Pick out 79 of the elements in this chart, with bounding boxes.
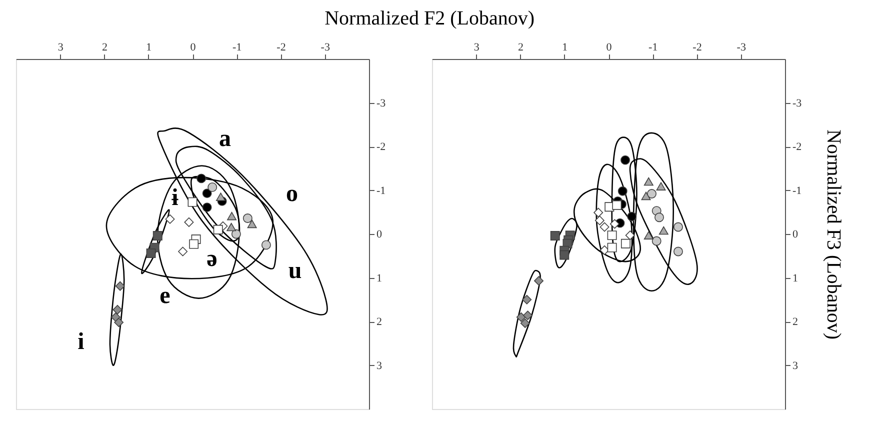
x-tick-label: -1 <box>232 42 242 54</box>
point <box>673 246 683 256</box>
point <box>656 182 666 190</box>
y-tick-label: 3 <box>376 360 382 372</box>
point <box>146 248 156 258</box>
x-tick-label: 3 <box>58 42 64 54</box>
point <box>112 304 122 314</box>
point <box>560 250 570 260</box>
point <box>627 212 637 222</box>
point <box>673 222 683 232</box>
y-tick-label: 3 <box>792 360 798 372</box>
annotation: o <box>286 181 298 207</box>
point <box>242 214 252 223</box>
point <box>607 242 617 252</box>
y-tick-label: 2 <box>792 316 798 328</box>
point <box>647 189 656 198</box>
point <box>202 202 212 212</box>
x-tick-label: -1 <box>648 42 658 54</box>
point <box>115 281 125 291</box>
y-tick-label: 0 <box>376 228 382 240</box>
annotation: i <box>78 329 85 355</box>
x-tick-label: -3 <box>320 42 330 54</box>
annotation: u <box>288 258 302 284</box>
x-tick-label: -3 <box>736 42 746 54</box>
y-tick-label: 1 <box>792 272 798 284</box>
point <box>607 230 617 240</box>
point <box>216 192 226 201</box>
y-axis-title: Normalized F3 (Lobanov) <box>822 130 845 340</box>
x-tick-label: 2 <box>102 42 108 54</box>
x-tick-label: 3 <box>474 42 480 54</box>
point <box>612 200 622 210</box>
x-tick-label: 0 <box>606 42 612 54</box>
x-tick-label: 0 <box>190 42 196 54</box>
point <box>523 310 532 320</box>
point <box>641 192 651 200</box>
x-tick-label: -2 <box>276 42 286 54</box>
point <box>231 229 241 239</box>
point <box>520 318 530 328</box>
point <box>534 276 544 286</box>
y-tick-label: 1 <box>376 272 382 284</box>
point <box>202 188 212 198</box>
annotation: ə <box>206 246 218 272</box>
annotation: e <box>160 283 171 309</box>
point <box>188 197 198 207</box>
point <box>522 294 532 304</box>
x-tick-label: 1 <box>562 42 568 54</box>
annotation: a <box>219 126 231 152</box>
point <box>196 174 206 184</box>
y-tick-label: 2 <box>376 316 382 328</box>
annotation: ɨ <box>172 185 179 211</box>
point <box>550 231 560 240</box>
point <box>652 236 662 246</box>
point <box>618 186 628 196</box>
x-tick-label: -2 <box>692 42 702 54</box>
point <box>226 222 236 232</box>
point <box>644 177 654 186</box>
x-tick-label: 1 <box>146 42 152 54</box>
point <box>189 239 199 249</box>
point <box>654 212 664 222</box>
y-tick-label: -1 <box>376 184 386 197</box>
point <box>247 220 257 228</box>
point <box>516 312 526 322</box>
x-tick-label: 2 <box>518 42 524 54</box>
y-tick-label: -2 <box>376 141 386 153</box>
y-tick-label: -2 <box>792 141 802 153</box>
point <box>261 240 271 250</box>
point <box>114 318 124 328</box>
point <box>152 231 162 240</box>
point <box>208 182 218 192</box>
point <box>620 155 630 165</box>
y-tick-label: -3 <box>792 97 802 110</box>
point <box>213 224 223 234</box>
text: Normalized F2 (Lobanov) <box>324 8 535 30</box>
point <box>227 212 236 220</box>
y-tick-label: -1 <box>792 184 802 197</box>
y-tick-label: -3 <box>376 97 386 110</box>
point <box>644 231 654 240</box>
y-tick-label: 0 <box>792 228 798 240</box>
point <box>658 226 668 235</box>
